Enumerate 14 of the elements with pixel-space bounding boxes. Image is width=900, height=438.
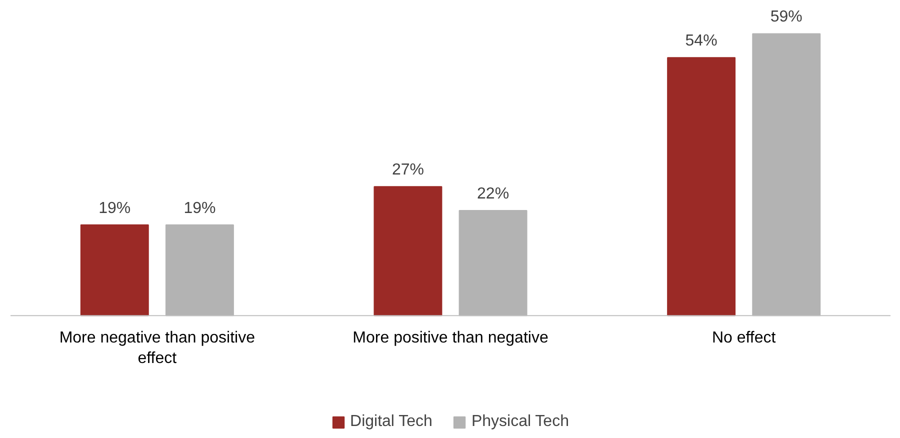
- x-tick-label: More negative than positive effect: [59, 330, 256, 368]
- bar: [667, 57, 736, 316]
- data-label: 19%: [184, 200, 216, 217]
- data-label: 22%: [477, 186, 510, 203]
- legend-label: Digital Tech: [350, 413, 432, 431]
- data-label: 54%: [685, 32, 718, 50]
- x-tick-label: More positive than negative: [352, 330, 548, 347]
- data-label: 59%: [770, 8, 802, 26]
- x-tick-label: No effect: [712, 330, 776, 347]
- data-label: 27%: [392, 162, 424, 179]
- bar: [374, 186, 442, 316]
- bar: [80, 224, 149, 316]
- legend-label: Physical Tech: [471, 413, 569, 431]
- data-label: 19%: [98, 200, 131, 217]
